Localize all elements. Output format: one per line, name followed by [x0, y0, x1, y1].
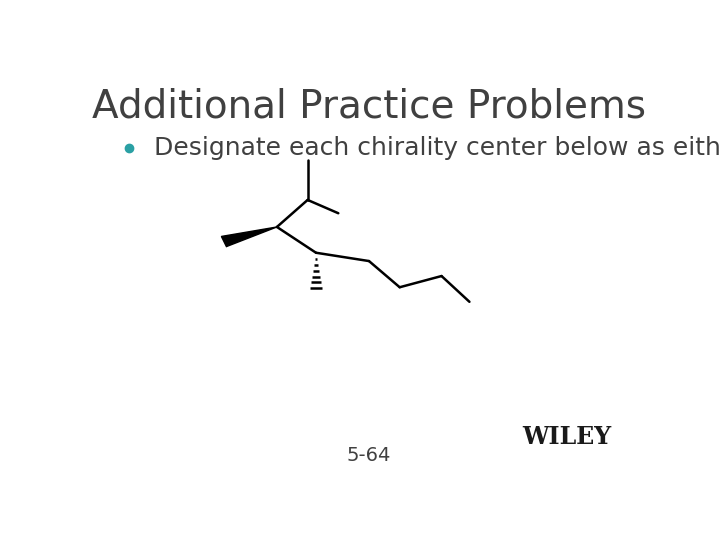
Polygon shape [222, 227, 277, 247]
Text: Additional Practice Problems: Additional Practice Problems [92, 87, 646, 126]
Text: Designate each chirality center below as either: Designate each chirality center below as… [154, 136, 720, 160]
Text: 5-64: 5-64 [347, 446, 391, 465]
Text: WILEY: WILEY [523, 426, 612, 449]
